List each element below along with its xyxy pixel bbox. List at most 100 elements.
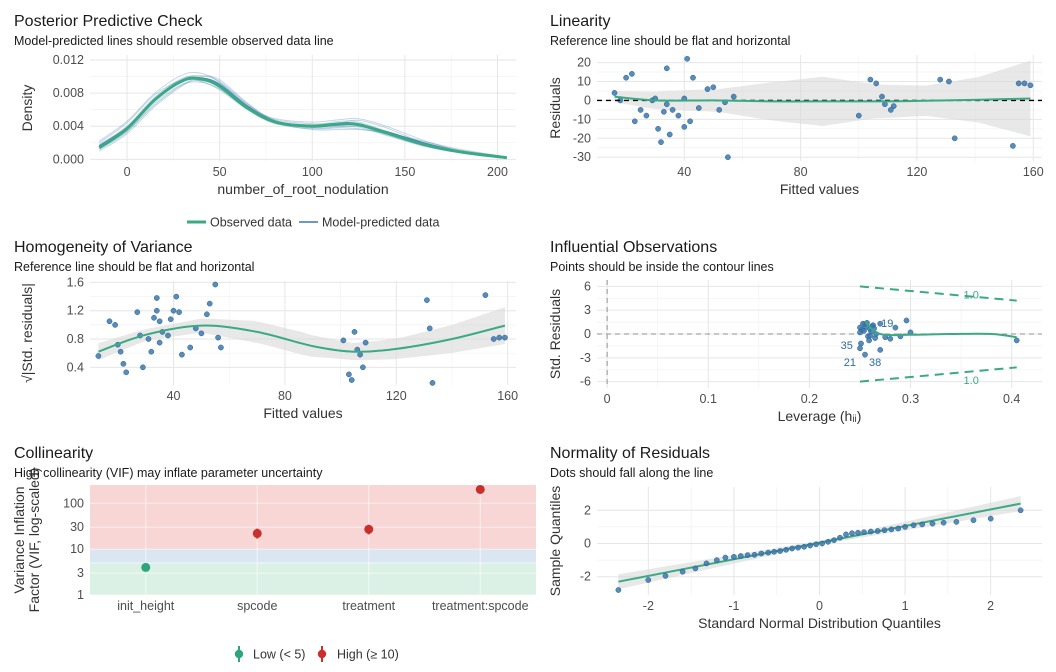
- homogeneity-point: [482, 292, 489, 298]
- homogeneity-point: [340, 337, 347, 344]
- normality-point: [713, 557, 720, 563]
- ppc-x-tick-label: 100: [302, 165, 323, 179]
- homogeneity-point: [151, 314, 157, 321]
- ppc-predicted-line: [99, 75, 507, 159]
- influential-point: [1013, 337, 1020, 344]
- homogeneity-point: [346, 371, 352, 378]
- homogeneity-point: [187, 344, 194, 351]
- collinearity-x-tick-label: treatment: [342, 599, 395, 613]
- ppc-y-tick-label: 0.008: [53, 86, 84, 100]
- homogeneity-point: [106, 318, 113, 325]
- legend-high-key: [317, 649, 327, 659]
- collinearity-y-tick-label: 3: [77, 566, 84, 580]
- normality-point: [861, 529, 867, 536]
- linearity-y-tick-label: 20: [577, 56, 591, 70]
- linearity-panel: 40 80 120 160 -30 -20 -10 0 10 20 Fitted values Res…: [547, 55, 1044, 197]
- ppc-x-tick-label: 0: [124, 165, 131, 179]
- linearity-point: [611, 90, 618, 96]
- linearity-title: Linearity: [550, 13, 610, 30]
- linearity-point: [873, 80, 880, 87]
- influential-x-axis-label: Leverage (hᵢᵢ): [778, 408, 862, 424]
- ppc-predicted-line: [99, 77, 507, 159]
- linearity-point: [1021, 80, 1028, 87]
- homogeneity-x-axis-label: Fitted values: [263, 405, 342, 421]
- influential-title: Influential Observations: [550, 239, 717, 256]
- influential-point: [862, 351, 868, 358]
- ppc-panel: 0 50 100 150 200 0.000 0.004 0.008 0.012 number_o…: [19, 53, 516, 230]
- linearity-point: [631, 118, 638, 125]
- influential-x-tick-label: 0: [604, 392, 611, 406]
- normality-point: [837, 534, 843, 541]
- linearity-y-axis-label: Residuals: [547, 77, 563, 138]
- influential-y-tick-label: -6: [580, 375, 591, 389]
- linearity-confidence-ribbon: [614, 60, 1031, 137]
- influential-point: [866, 337, 872, 344]
- influential-point-label: 21: [844, 357, 856, 369]
- homogeneity-point: [357, 351, 363, 358]
- normality-point: [867, 528, 874, 535]
- normality-point: [807, 542, 813, 549]
- homogeneity-point: [95, 353, 102, 359]
- normality-point: [970, 517, 977, 524]
- normality-point: [751, 551, 758, 558]
- linearity-point: [704, 86, 711, 92]
- collinearity-x-tick-label: treatment:spcode: [432, 599, 529, 613]
- normality-point: [737, 553, 744, 559]
- normality-point: [771, 548, 777, 555]
- normality-point: [843, 531, 849, 538]
- homogeneity-x-tick-label: 80: [278, 389, 292, 403]
- influential-contour-upper: [859, 285, 1017, 302]
- homogeneity-confidence-ribbon: [98, 307, 505, 361]
- ppc-predicted-line: [99, 71, 507, 158]
- normality-x-tick-label: -2: [643, 599, 654, 613]
- ppc-observed-line: [98, 76, 507, 160]
- legend-observed-label: Observed data: [210, 216, 292, 230]
- normality-point: [888, 526, 895, 533]
- linearity-point: [629, 71, 635, 77]
- homogeneity-point: [362, 339, 369, 346]
- linearity-point: [725, 154, 731, 161]
- linearity-point: [710, 84, 717, 91]
- homogeneity-point: [134, 309, 141, 315]
- homogeneity-point: [156, 318, 163, 325]
- homogeneity-point: [117, 348, 124, 355]
- influential-x-tick-label: 0.4: [1003, 392, 1020, 406]
- linearity-point: [687, 118, 693, 125]
- legend-low-label: Low (< 5): [253, 648, 305, 662]
- normality-point: [895, 525, 902, 532]
- homogeneity-subtitle: Reference line should be flat and horizo…: [14, 260, 254, 274]
- normality-y-axis-label: Sample Quantiles: [547, 486, 563, 597]
- influential-point: [903, 317, 910, 324]
- normality-point: [825, 538, 831, 545]
- influential-x-tick-label: 0.3: [902, 392, 919, 406]
- homogeneity-point: [215, 334, 221, 341]
- ppc-title: Posterior Predictive Check: [14, 13, 204, 30]
- ppc-x-tick-label: 200: [487, 165, 508, 179]
- linearity-x-tick-label: 40: [677, 165, 691, 179]
- homogeneity-point: [496, 334, 503, 341]
- linearity-point: [663, 65, 670, 72]
- influential-y-tick-label: -3: [580, 351, 591, 365]
- homogeneity-point: [153, 295, 160, 301]
- homogeneity-y-tick-label: 0.8: [67, 332, 84, 346]
- linearity-point: [663, 101, 670, 108]
- influential-point: [877, 347, 884, 353]
- linearity-y-tick-label: 0: [584, 93, 591, 107]
- normality-point: [777, 548, 783, 554]
- collinearity-y-tick-label: 1: [77, 588, 84, 602]
- homogeneity-x-tick-label: 40: [167, 389, 181, 403]
- influential-point: [861, 327, 867, 334]
- collinearity-band-low: [90, 562, 536, 595]
- normality-point: [919, 521, 926, 528]
- influential-contour-label: 1.0: [964, 375, 979, 387]
- homogeneity-x-tick-label: 120: [386, 389, 407, 403]
- normality-point: [874, 528, 881, 534]
- normality-y-tick-label: 0: [584, 536, 591, 550]
- influential-contour-label: 1.0: [964, 289, 979, 301]
- linearity-point: [951, 135, 958, 142]
- influential-point-label: 38: [869, 357, 881, 369]
- ppc-x-tick-label: 50: [213, 165, 227, 179]
- normality-x-tick-label: 2: [987, 599, 994, 613]
- collinearity-x-tick-label: spcode: [237, 599, 277, 613]
